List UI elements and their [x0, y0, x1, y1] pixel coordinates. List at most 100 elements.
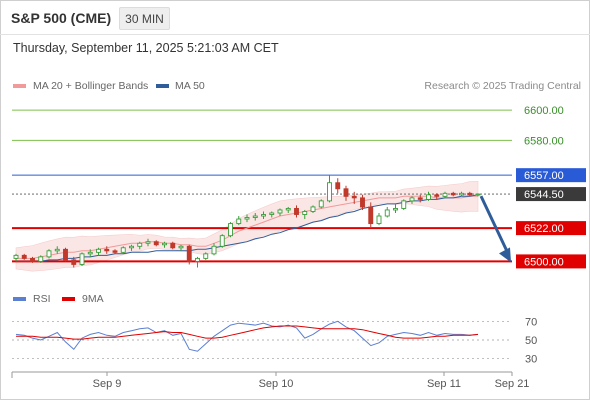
candle-body	[285, 208, 291, 211]
rsi-tick-label: 30	[525, 354, 537, 366]
ma20-swatch	[13, 84, 26, 88]
instrument-title: S&P 500 (CME)	[11, 10, 112, 26]
candle-body	[63, 248, 68, 261]
candle-body	[360, 197, 365, 208]
candle-body	[186, 245, 192, 262]
candle-body	[401, 200, 407, 209]
candle-body	[71, 259, 77, 265]
candle-body	[318, 200, 324, 208]
price-label-bg	[516, 187, 586, 202]
candle-body	[104, 248, 110, 252]
candle-body	[96, 248, 101, 253]
price-label-text: 6544.50	[524, 189, 564, 201]
candle-body	[393, 208, 398, 211]
legend-ma50: MA 50	[156, 80, 205, 92]
rsi-tick-label: 70	[525, 316, 537, 328]
bollinger-band	[15, 180, 479, 272]
candle-body	[137, 242, 143, 247]
x-tick-label: Sep 10	[259, 378, 294, 390]
candle-body	[277, 209, 283, 214]
price-label-resistance: 6557.00	[516, 168, 586, 183]
candle-body	[417, 197, 423, 200]
candle-body	[30, 257, 35, 262]
candle-body	[162, 242, 167, 246]
candle-body	[211, 245, 217, 255]
legend-rsi-ma-label: 9MA	[82, 293, 104, 305]
ma20-line	[16, 195, 478, 259]
ma50-swatch	[156, 84, 169, 88]
candle-body	[475, 193, 481, 196]
candle-body	[252, 215, 258, 218]
candle-body	[261, 214, 266, 217]
price-label-bg	[516, 221, 586, 236]
legend-rsi: RSI	[13, 293, 51, 305]
price-label-target: 6600.00	[524, 105, 564, 117]
candle-body	[442, 192, 448, 197]
rsi-swatch	[13, 297, 26, 301]
x-tick-label: Sep 21	[495, 378, 530, 390]
legend-ma50-label: MA 50	[175, 80, 205, 92]
candle-body	[38, 256, 44, 262]
candle-body	[376, 215, 382, 225]
candle-body	[46, 250, 52, 258]
candle-body	[467, 192, 473, 196]
candle-body	[409, 197, 415, 202]
rsi-ma-swatch	[62, 297, 75, 301]
ma50-line	[16, 194, 479, 262]
forecast-arrow-shaft	[479, 195, 510, 255]
x-tick-label: Sep 9	[93, 378, 122, 390]
candle-body	[112, 250, 118, 253]
candle-body	[302, 211, 308, 215]
price-label-text: 6522.00	[524, 223, 564, 235]
timestamp: Thursday, September 11, 2025 5:21:03 AM …	[13, 41, 279, 55]
x-tick-label: Sep 11	[427, 378, 461, 390]
price-label-text: 6580.00	[524, 135, 564, 147]
candle-body	[351, 195, 357, 199]
candle-body	[244, 217, 250, 220]
candle-body	[294, 208, 299, 215]
candle-body	[343, 188, 349, 197]
candle-body	[145, 241, 151, 244]
candle-body	[54, 248, 60, 252]
candle-body	[426, 194, 431, 200]
legend-rsi-label: RSI	[33, 293, 51, 305]
candle-body	[450, 192, 456, 196]
rsi-tick-label: 50	[525, 335, 537, 347]
candle-body	[170, 242, 176, 249]
legend-ma20: MA 20 + Bollinger Bands	[13, 80, 148, 92]
timeframe-button[interactable]: 30 MIN	[119, 7, 170, 30]
price-label-support: 6500.00	[516, 254, 586, 269]
legend-rsi-ma: 9MA	[62, 293, 104, 305]
candle-body	[327, 182, 332, 202]
candle-body	[153, 241, 159, 246]
header-bar: S&P 500 (CME) 30 MIN	[0, 0, 590, 35]
candle-body	[335, 182, 341, 190]
candle-body	[13, 254, 19, 259]
candle-body	[120, 247, 126, 253]
forecast-arrow-head	[499, 247, 511, 263]
research-credit: Research © 2025 Trading Central	[424, 80, 581, 92]
price-label-text: 6557.00	[524, 170, 564, 182]
candle-body	[203, 253, 209, 259]
candle-body	[236, 218, 242, 225]
rsi-line	[15, 320, 479, 352]
candle-body	[228, 223, 233, 237]
candle-body	[434, 194, 440, 197]
candle-body	[269, 212, 275, 215]
price-label-text: 6600.00	[524, 105, 564, 117]
candle-body	[178, 245, 184, 249]
price-label-bg	[516, 254, 586, 269]
price-label-bg	[516, 168, 586, 183]
candle-body	[21, 254, 27, 259]
legend-ma20-label: MA 20 + Bollinger Bands	[33, 80, 149, 92]
candle-body	[195, 257, 200, 262]
candle-body	[310, 206, 316, 212]
candle-body	[129, 245, 134, 249]
candle-body	[368, 206, 374, 225]
price-label-pivot: 6522.00	[516, 221, 586, 236]
rsi-ma-line	[16, 325, 479, 340]
candle-body	[87, 251, 93, 255]
candle-body	[384, 209, 390, 217]
candle-body	[79, 253, 85, 265]
